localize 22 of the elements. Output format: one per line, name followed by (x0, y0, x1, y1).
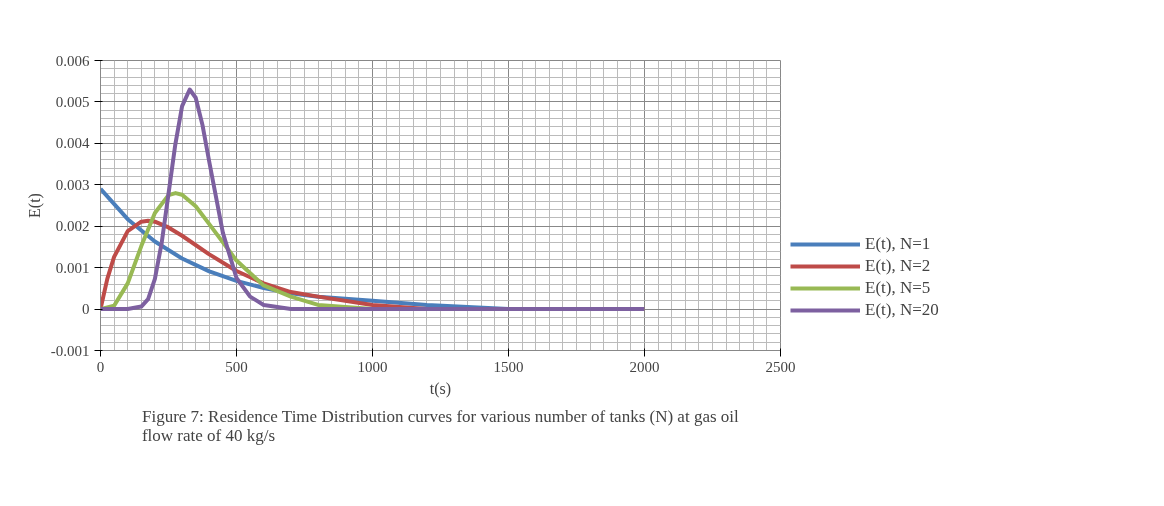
x-tick-label: 1500 (493, 358, 524, 375)
y-tick-label: 0.003 (55, 176, 90, 193)
y-tick-label: 0.002 (55, 218, 90, 235)
y-tick-label: 0 (82, 301, 90, 318)
y-axis-title: E(t) (25, 193, 44, 218)
y-tick-label: 0.001 (55, 259, 90, 276)
legend-label: E(t), N=1 (865, 234, 931, 254)
x-tick-label: 0 (96, 358, 105, 375)
y-tick-label: 0.005 (55, 93, 90, 110)
legend-label: E(t), N=2 (865, 256, 931, 276)
x-tick-label: 500 (225, 358, 248, 375)
y-tick-label: 0.006 (55, 52, 90, 69)
x-tick-label: 2500 (765, 358, 796, 375)
line-series (100, 87, 647, 312)
y-tick-label: -0.001 (50, 342, 90, 359)
caption: Figure 7: Residence Time Distribution curves for various number of tanks (N) at gas oil flow rate of 40 kg/s (141, 406, 740, 445)
x-tick-label: 1000 (357, 358, 388, 375)
x-tick-label: 2000 (629, 358, 660, 375)
x-axis-title: t(s) (429, 379, 452, 398)
legend-label: E(t), N=20 (865, 300, 939, 320)
y-tick-label: 0.004 (55, 135, 90, 152)
legend-label: E(t), N=5 (865, 278, 931, 298)
